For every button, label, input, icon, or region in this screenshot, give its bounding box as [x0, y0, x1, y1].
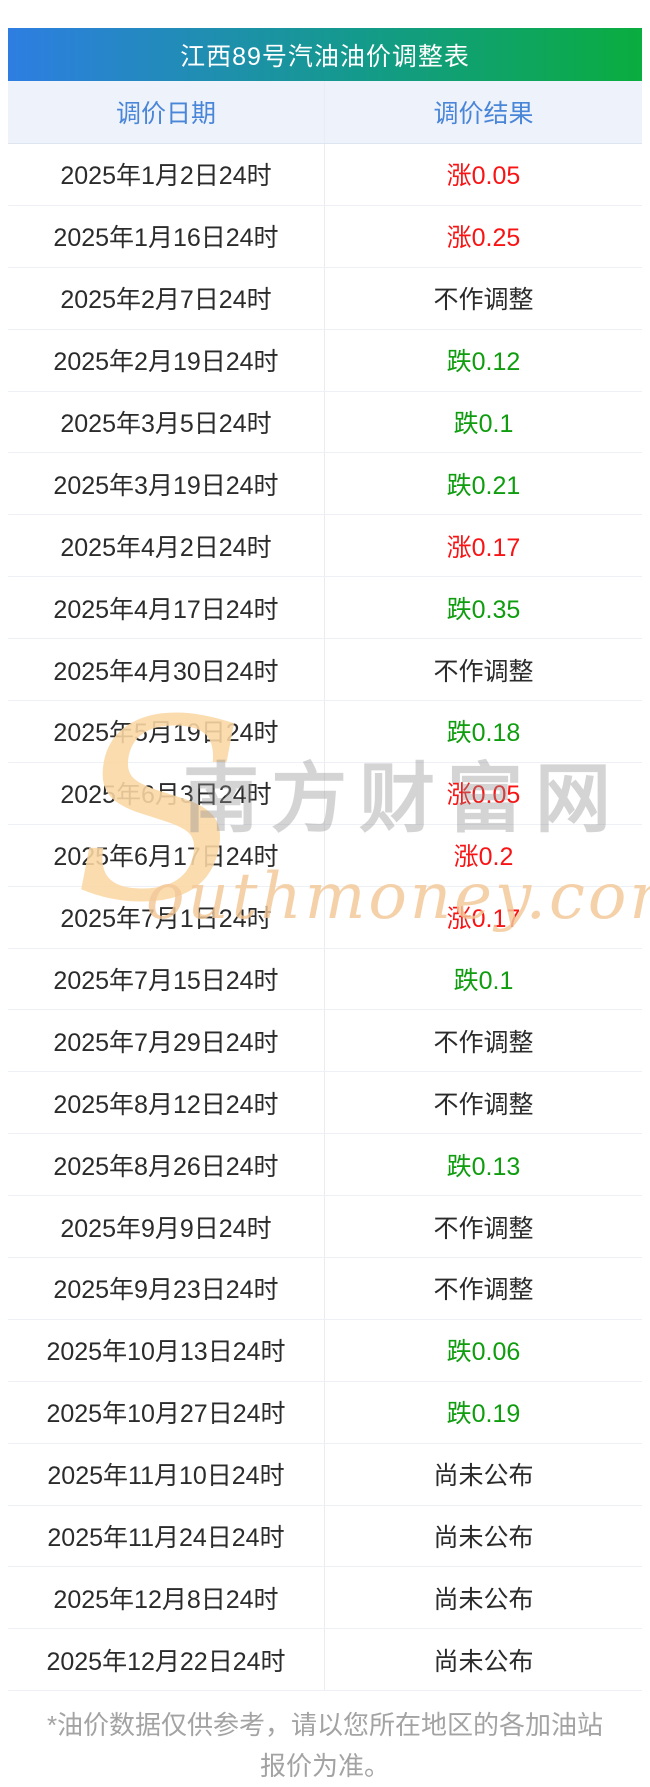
- row-result: 不作调整: [433, 1090, 534, 1119]
- table-row: 2025年3月19日24时 跌0.21: [8, 453, 642, 516]
- row-result: 跌0.1: [453, 410, 514, 438]
- row-date: 2025年1月16日24时: [8, 205, 325, 267]
- row-date: 2025年7月15日24时: [8, 948, 325, 1010]
- table-row: 2025年12月22日24时 尚未公布: [8, 1629, 642, 1692]
- row-date: 2025年3月5日24时: [8, 391, 325, 453]
- footer-note: *油价数据仅供参考，请以您所在地区的各加油站报价为准。: [46, 1710, 604, 1782]
- table-row: 2025年1月2日24时 涨0.05: [8, 144, 642, 206]
- row-result: 跌0.1: [453, 967, 514, 996]
- row-result: 尚未公布: [433, 1647, 534, 1676]
- table-row: 2025年8月26日24时 跌0.13: [8, 1134, 642, 1197]
- row-date: 2025年9月23日24时: [8, 1258, 325, 1319]
- price-table: 江西89号汽油油价调整表 调价日期 调价结果 2025年1月2日24时 涨0.05…: [8, 28, 642, 1787]
- row-result: 不作调整: [433, 1028, 534, 1057]
- table-row: 2025年7月29日24时 不作调整: [8, 1010, 642, 1073]
- table-row: 2025年5月19日24时 跌0.18: [8, 701, 642, 763]
- table-row: 2025年7月1日24时 涨0.17: [8, 886, 642, 949]
- row-result: 不作调整: [433, 657, 534, 686]
- row-date: 2025年6月17日24时: [8, 824, 325, 886]
- table-row: 2025年6月3日24时 涨0.05: [8, 762, 642, 825]
- table-row: 2025年2月7日24时 不作调整: [8, 267, 642, 330]
- table-row: 2025年4月17日24时 跌0.35: [8, 577, 642, 640]
- row-result: 跌0.21: [446, 471, 521, 500]
- row-date: 2025年4月17日24时: [8, 577, 325, 639]
- row-date: 2025年4月30日24时: [8, 639, 325, 701]
- row-result: 不作调整: [433, 1214, 534, 1243]
- row-date: 2025年2月7日24时: [8, 267, 325, 329]
- row-result: 不作调整: [433, 286, 534, 315]
- row-date: 2025年2月19日24时: [8, 329, 325, 391]
- row-result: 尚未公布: [433, 1462, 534, 1491]
- table-row: 2025年9月9日24时 不作调整: [8, 1196, 642, 1259]
- row-date: 2025年8月12日24时: [8, 1072, 325, 1134]
- table-body: 2025年1月2日24时 涨0.05 2025年1月16日24时 涨0.25 2025年…: [8, 144, 642, 1692]
- row-result: 尚未公布: [433, 1585, 534, 1614]
- table-header: 调价日期 调价结果: [8, 81, 642, 144]
- row-result: 跌0.12: [446, 348, 521, 377]
- row-date: 2025年12月22日24时: [8, 1629, 325, 1691]
- row-result: 涨0.2: [453, 843, 514, 872]
- table-row: 2025年11月10日24时 尚未公布: [8, 1443, 642, 1506]
- table-row: 2025年2月19日24时 跌0.12: [8, 329, 642, 392]
- row-result: 跌0.13: [446, 1152, 521, 1181]
- row-date: 2025年10月13日24时: [8, 1319, 325, 1381]
- row-result: 涨0.17: [446, 905, 521, 934]
- row-date: 2025年7月29日24时: [8, 1010, 325, 1072]
- row-date: 2025年5月19日24时: [8, 701, 325, 762]
- table-row: 2025年11月24日24时 尚未公布: [8, 1505, 642, 1568]
- column-header-result: 调价结果: [433, 100, 534, 128]
- row-date: 2025年12月8日24时: [8, 1567, 325, 1629]
- row-date: 2025年8月26日24时: [8, 1134, 325, 1196]
- table-row: 2025年3月5日24时 跌0.1: [8, 391, 642, 454]
- table-row: 2025年4月30日24时 不作调整: [8, 639, 642, 702]
- table-row: 2025年6月17日24时 涨0.2: [8, 824, 642, 887]
- row-date: 2025年10月27日24时: [8, 1381, 325, 1443]
- row-result: 涨0.17: [446, 533, 521, 562]
- table-row: 2025年12月8日24时 尚未公布: [8, 1567, 642, 1630]
- table-title-text: 江西89号汽油油价调整表: [180, 42, 470, 71]
- row-result: 尚未公布: [433, 1524, 534, 1553]
- table-row: 2025年8月12日24时 不作调整: [8, 1072, 642, 1135]
- row-date: 2025年9月9日24时: [8, 1196, 325, 1258]
- row-date: 2025年11月10日24时: [8, 1443, 325, 1505]
- row-date: 2025年11月24日24时: [8, 1505, 325, 1567]
- table-row: 2025年4月2日24时 涨0.17: [8, 515, 642, 578]
- row-date: 2025年6月3日24时: [8, 762, 325, 824]
- row-result: 跌0.18: [446, 719, 521, 748]
- row-date: 2025年1月2日24时: [8, 144, 325, 205]
- row-result: 跌0.06: [446, 1338, 521, 1367]
- table-row: 2025年7月15日24时 跌0.1: [8, 948, 642, 1011]
- row-result: 不作调整: [433, 1276, 534, 1305]
- table-row: 2025年9月23日24时 不作调整: [8, 1258, 642, 1320]
- row-date: 2025年7月1日24时: [8, 886, 325, 948]
- table-title: 江西89号汽油油价调整表: [8, 28, 642, 81]
- table-row: 2025年10月27日24时 跌0.19: [8, 1381, 642, 1444]
- table-row: 2025年1月16日24时 涨0.25: [8, 205, 642, 268]
- row-result: 涨0.05: [446, 781, 521, 810]
- row-result: 跌0.19: [446, 1400, 521, 1429]
- row-date: 2025年3月19日24时: [8, 453, 325, 515]
- row-result: 涨0.25: [446, 224, 521, 253]
- column-header-date: 调价日期: [8, 81, 325, 143]
- row-result: 涨0.05: [446, 162, 521, 191]
- table-row: 2025年10月13日24时 跌0.06: [8, 1319, 642, 1382]
- row-date: 2025年4月2日24时: [8, 515, 325, 577]
- row-result: 跌0.35: [446, 595, 521, 624]
